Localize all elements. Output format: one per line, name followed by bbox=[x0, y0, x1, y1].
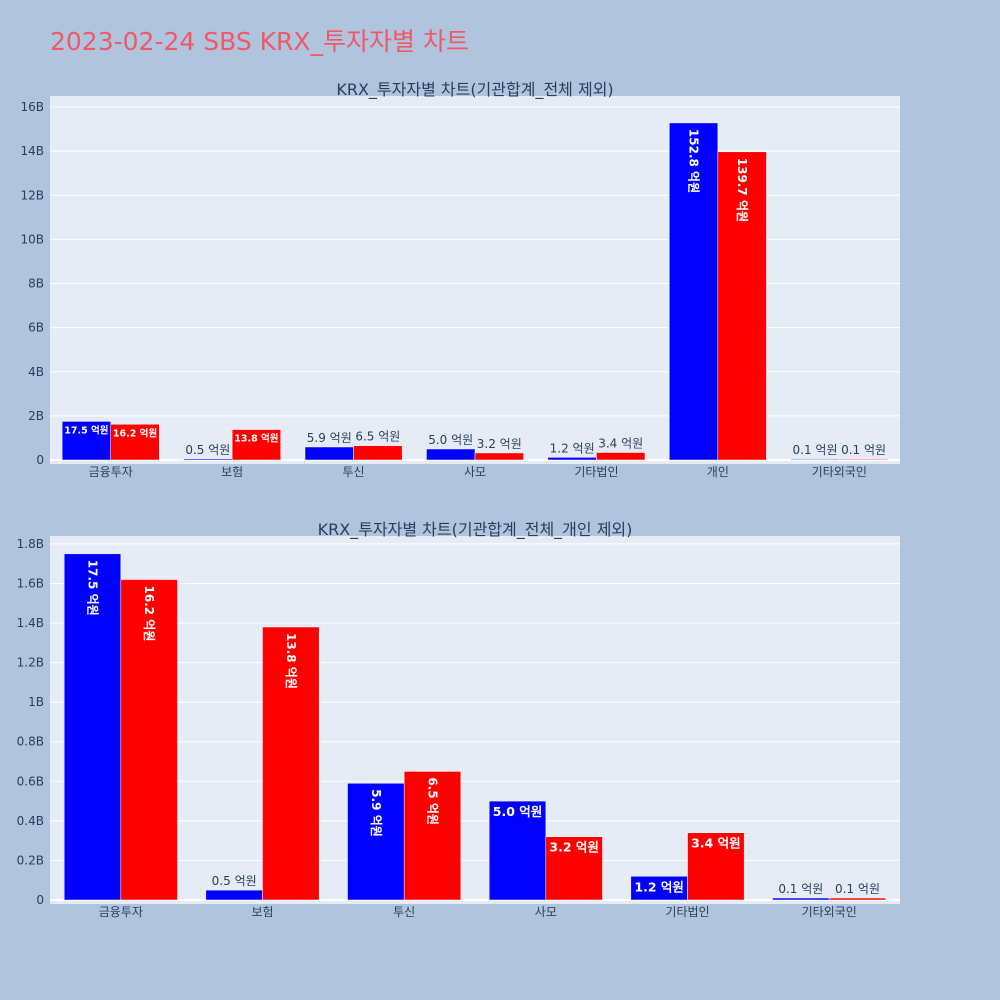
data-label: 3.4 억원 bbox=[598, 436, 643, 450]
bar bbox=[353, 445, 403, 461]
bar bbox=[839, 458, 889, 461]
data-label: 16.2 억원 bbox=[142, 586, 156, 642]
data-label: 152.8 억원 bbox=[687, 129, 701, 193]
y-tick-label: 1B bbox=[28, 695, 44, 709]
page-title: 2023-02-24 SBS KRX_투자자별 차트 bbox=[50, 27, 469, 56]
y-tick-label: 0.4B bbox=[17, 814, 44, 828]
data-label: 0.1 억원 bbox=[835, 882, 880, 896]
y-tick-label: 1.8B bbox=[17, 537, 44, 551]
bar bbox=[596, 452, 646, 461]
y-tick-label: 6B bbox=[28, 321, 44, 335]
bar bbox=[545, 836, 603, 901]
data-label: 0.1 억원 bbox=[793, 443, 838, 457]
x-tick-label: 기타법인 bbox=[665, 905, 709, 919]
chart-title: KRX_투자자별 차트(기관합계_전체_개인 제외) bbox=[318, 520, 633, 540]
data-label: 0.1 억원 bbox=[778, 882, 823, 896]
x-tick-label: 보험 bbox=[251, 905, 273, 919]
x-tick-label: 투신 bbox=[393, 905, 415, 919]
bar bbox=[426, 448, 476, 461]
data-label: 5.0 억원 bbox=[428, 433, 473, 447]
y-tick-label: 0.8B bbox=[17, 735, 44, 749]
y-tick-label: 12B bbox=[20, 188, 44, 202]
y-tick-label: 16B bbox=[20, 100, 44, 114]
bar bbox=[790, 458, 840, 461]
data-label: 13.8 억원 bbox=[284, 633, 298, 689]
x-tick-label: 사모 bbox=[464, 465, 486, 479]
x-tick-label: 보험 bbox=[221, 465, 243, 479]
y-tick-label: 1.4B bbox=[17, 616, 44, 630]
bar bbox=[205, 889, 263, 901]
bar bbox=[231, 429, 281, 461]
data-label: 0.5 억원 bbox=[185, 443, 230, 457]
bar bbox=[669, 122, 719, 461]
bar bbox=[61, 421, 111, 461]
data-label: 5.9 억원 bbox=[369, 789, 383, 837]
bar bbox=[262, 626, 320, 901]
bar bbox=[304, 446, 354, 461]
x-tick-label: 개인 bbox=[707, 465, 729, 479]
x-tick-label: 금융투자 bbox=[89, 465, 133, 479]
y-tick-label: 0.2B bbox=[17, 853, 44, 867]
y-tick-label: 14B bbox=[20, 144, 44, 158]
data-label: 5.0 억원 bbox=[493, 804, 543, 819]
data-label: 139.7 억원 bbox=[735, 158, 749, 222]
y-tick-label: 1.2B bbox=[17, 656, 44, 670]
bar bbox=[687, 832, 745, 901]
data-label: 1.2 억원 bbox=[550, 441, 595, 455]
x-tick-label: 투신 bbox=[343, 465, 365, 479]
data-label: 6.5 억원 bbox=[355, 430, 400, 444]
y-tick-label: 10B bbox=[20, 232, 44, 246]
data-label: 16.2 억원 bbox=[113, 427, 157, 439]
data-label: 5.9 억원 bbox=[307, 431, 352, 445]
bar bbox=[183, 458, 233, 461]
bar bbox=[120, 579, 178, 901]
x-tick-label: 기타외국인 bbox=[812, 465, 867, 479]
bar bbox=[63, 553, 122, 901]
x-tick-label: 사모 bbox=[535, 905, 557, 919]
data-label: 13.8 억원 bbox=[234, 433, 278, 445]
bar bbox=[772, 897, 830, 901]
bar bbox=[474, 452, 524, 461]
data-label: 3.2 억원 bbox=[549, 840, 599, 855]
y-tick-label: 1.6B bbox=[17, 576, 44, 590]
y-tick-label: 4B bbox=[28, 365, 44, 379]
data-label: 6.5 억원 bbox=[426, 777, 440, 825]
bar bbox=[347, 783, 405, 901]
y-tick-label: 2B bbox=[28, 409, 44, 423]
data-label: 17.5 억원 bbox=[86, 560, 100, 616]
y-tick-label: 0 bbox=[36, 893, 44, 907]
chart-title: KRX_투자자별 차트(기관합계_전체 제외) bbox=[336, 80, 613, 100]
x-tick-label: 금융투자 bbox=[99, 905, 143, 919]
x-tick-label: 기타법인 bbox=[574, 465, 618, 479]
data-label: 3.4 억원 bbox=[691, 836, 741, 851]
bar bbox=[403, 771, 462, 901]
data-label: 3.2 억원 bbox=[477, 437, 522, 451]
plot-area-2 bbox=[50, 536, 900, 904]
y-tick-label: 8B bbox=[28, 277, 44, 291]
bar bbox=[828, 897, 887, 901]
y-tick-label: 0.6B bbox=[17, 774, 44, 788]
bar bbox=[110, 424, 160, 461]
data-label: 1.2 억원 bbox=[634, 879, 684, 894]
data-label: 0.5 억원 bbox=[212, 874, 257, 888]
y-tick-label: 0 bbox=[36, 453, 44, 467]
x-tick-label: 기타외국인 bbox=[802, 905, 857, 919]
bar bbox=[547, 457, 597, 461]
data-label: 0.1 억원 bbox=[841, 443, 886, 457]
bar bbox=[488, 800, 547, 901]
bar bbox=[717, 151, 767, 461]
data-label: 17.5 억원 bbox=[64, 424, 108, 436]
